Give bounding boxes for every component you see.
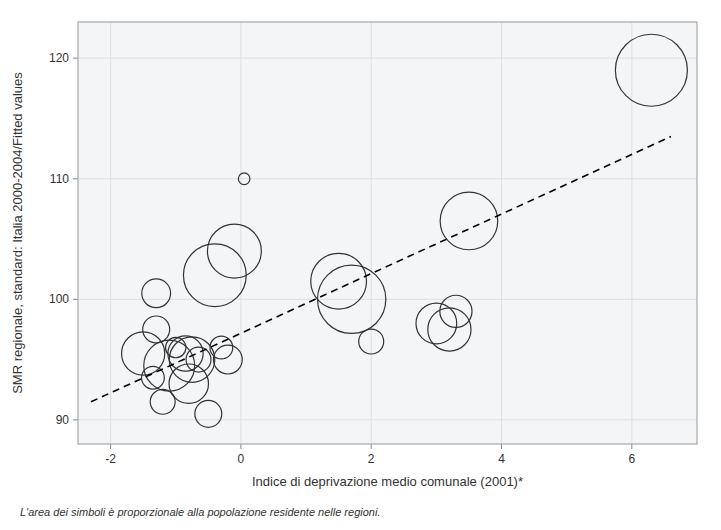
y-tick-label: 90 [56,413,70,427]
bubble [169,337,215,383]
x-grid-line [501,22,502,444]
y-grid-line [78,178,697,179]
footnote: L'area dei simboli è proporzionale alla … [20,506,380,518]
bubble [210,336,233,359]
x-axis-label: Indice di deprivazione medio comunale (2… [252,474,523,489]
x-tick [631,444,632,449]
y-tick-label: 110 [50,172,69,186]
bubble [142,279,171,308]
x-tick [371,444,372,449]
y-grid-line [78,58,697,59]
x-grid-line [110,22,111,444]
y-grid-line [78,299,697,300]
y-axis-label: SMR regionale, standard: Italia 2000-200… [10,72,25,394]
bubble [318,265,386,333]
fit-line [91,137,671,402]
chart: -2 0 2 4 6 90 100 110 120 Indice di deprivazione … [0,0,721,530]
x-tick [110,444,111,449]
bubble [207,224,261,278]
y-tick-label: 120 [49,51,69,65]
plot-background [78,22,697,444]
bubble [238,173,250,185]
x-grid-line [631,22,632,444]
bubble [143,316,170,343]
x-grid-line [371,22,372,444]
plot-data [91,34,687,427]
x-tick-label: 6 [628,452,635,466]
y-tick [73,419,78,420]
tick-labels: -2 0 2 4 6 90 100 110 120 [49,51,636,466]
bubble [169,364,208,403]
x-grid-line [240,22,241,444]
y-tick [73,58,78,59]
bubble [440,192,498,250]
x-tick-label: 0 [238,452,245,466]
x-tick [501,444,502,449]
y-tick [73,299,78,300]
bubble [440,295,472,327]
bubble [615,34,687,106]
bubble [183,244,246,307]
x-tick-label: 2 [368,452,375,466]
bubble [213,345,242,374]
bubble [311,253,367,309]
bubble [186,347,211,372]
bubble [122,332,165,375]
y-grid-line [78,419,697,420]
bubble [428,308,471,351]
bubble [416,303,457,344]
plot-frame [78,22,697,444]
y-tick-label: 100 [49,292,69,306]
bubble [195,400,222,427]
x-tick-label: -2 [105,452,116,466]
x-tick-label: 4 [498,452,505,466]
y-tick [73,178,78,179]
grid [73,22,697,449]
x-tick [240,444,241,449]
bubble [359,329,384,354]
